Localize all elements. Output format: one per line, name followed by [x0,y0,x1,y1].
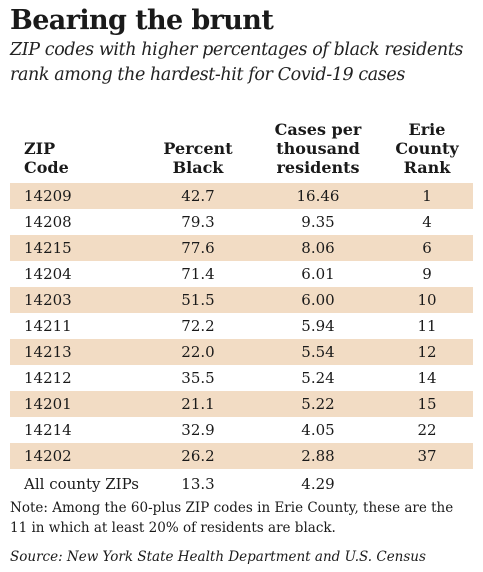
cell-total-percent-black: 13.3 [181,475,215,493]
graphic-title: Bearing the brunt [10,5,274,36]
cell-percent-black: 22.0 [181,343,215,361]
cell-zip: 14202 [24,447,72,465]
cell-total-rank [377,469,477,499]
table-row: 14213 22.0 5.54 12 [10,339,473,365]
cell-cases: 5.54 [301,343,335,361]
cell-percent-black: 51.5 [181,291,215,309]
header-pct-line-1: Percent [163,139,233,158]
table-note: Note: Among the 60-plus ZIP codes in Eri… [10,498,473,538]
cell-cases: 9.35 [301,213,335,231]
cell-percent-black: 72.2 [181,317,215,335]
cell-zip: 14204 [24,265,72,283]
cell-zip: 14201 [24,395,72,413]
cell-cases: 16.46 [296,187,340,205]
header-zip-code: ZIP Code [24,139,69,177]
cell-cases: 5.24 [301,369,335,387]
table-header: ZIP Code Percent Black Cases per thousan… [10,117,473,183]
table-row: 14215 77.6 8.06 6 [10,235,473,261]
cell-percent-black: 35.5 [181,369,215,387]
header-cases-line-1: Cases per [274,120,362,139]
header-zip-line-1: ZIP [24,139,56,158]
cell-zip: 14212 [24,369,72,387]
table-row: 14214 32.9 4.05 22 [10,417,473,443]
header-zip-line-2: Code [24,158,69,177]
note-line-2: 11 in which at least 20% of residents ar… [10,520,336,536]
cell-total-cases: 4.29 [301,475,335,493]
cell-cases: 2.88 [301,447,335,465]
subtitle-line-2: rank among the hardest-hit for Covid-19 … [10,65,405,85]
cell-zip: 14209 [24,187,72,205]
cell-rank: 15 [417,395,437,413]
table-row: 14203 51.5 6.00 10 [10,287,473,313]
header-percent-black: Percent Black [148,139,248,177]
cell-rank: 6 [422,239,432,257]
zip-table: ZIP Code Percent Black Cases per thousan… [10,117,473,499]
cell-rank: 37 [417,447,437,465]
cell-cases: 8.06 [301,239,335,257]
cell-percent-black: 21.1 [181,395,215,413]
cell-percent-black: 77.6 [181,239,215,257]
header-rank-line-3: Rank [403,158,451,177]
header-cases-line-3: residents [276,158,360,177]
subtitle-line-1: ZIP codes with higher percentages of bla… [10,40,463,60]
cell-cases: 6.00 [301,291,335,309]
header-cases-line-2: thousand [276,139,360,158]
cell-rank: 12 [417,343,437,361]
cell-zip: 14203 [24,291,72,309]
cell-zip: 14214 [24,421,72,439]
graphic-subtitle: ZIP codes with higher percentages of bla… [10,38,473,88]
cell-zip: 14215 [24,239,72,257]
table-row: 14202 26.2 2.88 37 [10,443,473,469]
cell-zip: 14213 [24,343,72,361]
cell-rank: 14 [417,369,437,387]
cell-rank: 11 [417,317,437,335]
source-credit: Source: New York State Health Department… [10,549,426,565]
cell-cases: 4.05 [301,421,335,439]
cell-cases: 6.01 [301,265,335,283]
table-row: 14201 21.1 5.22 15 [10,391,473,417]
note-line-1: Note: Among the 60-plus ZIP codes in Eri… [10,500,454,516]
cell-zip: 14211 [24,317,72,335]
table-row: 14204 71.4 6.01 9 [10,261,473,287]
cell-rank: 22 [417,421,437,439]
graphic-container: Bearing the brunt ZIP codes with higher … [10,4,473,565]
cell-percent-black: 32.9 [181,421,215,439]
table-row: 14211 72.2 5.94 11 [10,313,473,339]
header-cases-per-thousand: Cases per thousand residents [258,120,378,177]
table-row: 14209 42.7 16.46 1 [10,183,473,209]
cell-percent-black: 71.4 [181,265,215,283]
cell-zip: 14208 [24,213,72,231]
header-rank-line-1: Erie [408,120,446,139]
cell-total-label: All county ZIPs [24,475,139,493]
cell-rank: 9 [422,265,432,283]
cell-rank: 4 [422,213,432,231]
table-total-row: All county ZIPs 13.3 4.29 [10,469,473,499]
cell-percent-black: 42.7 [181,187,215,205]
cell-rank: 10 [417,291,437,309]
header-county-rank: Erie County Rank [377,120,477,177]
cell-percent-black: 79.3 [181,213,215,231]
cell-cases: 5.94 [301,317,335,335]
table-row: 14212 35.5 5.24 14 [10,365,473,391]
cell-percent-black: 26.2 [181,447,215,465]
header-rank-line-2: County [395,139,459,158]
cell-cases: 5.22 [301,395,335,413]
cell-rank: 1 [422,187,432,205]
table-row: 14208 79.3 9.35 4 [10,209,473,235]
header-pct-line-2: Black [172,158,224,177]
